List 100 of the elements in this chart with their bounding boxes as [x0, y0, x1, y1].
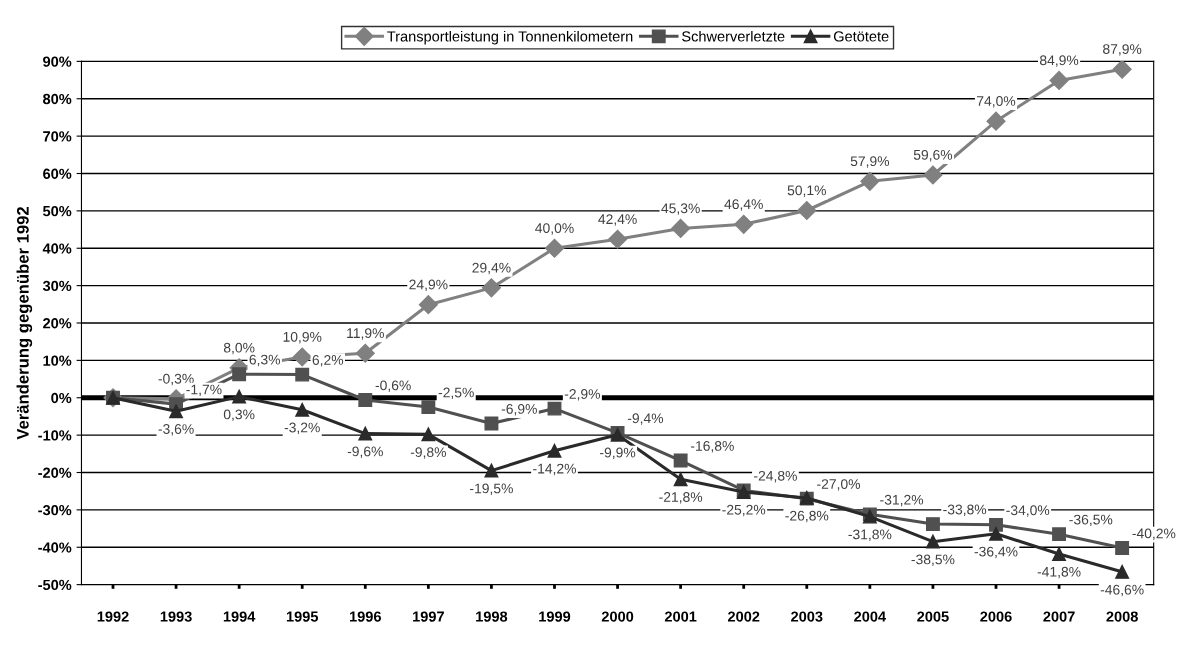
- data-label: -3,6%: [158, 424, 194, 436]
- data-label: 59,6%: [913, 149, 953, 162]
- y-tick-label: -10%: [38, 430, 72, 441]
- data-label: -19,5%: [470, 483, 513, 495]
- point: [734, 214, 754, 234]
- data-label: -36,5%: [1069, 514, 1113, 527]
- y-tick-label: -40%: [38, 542, 72, 553]
- y-axis-title: Veränderung gegenüber 1992: [16, 206, 33, 440]
- data-label: -24,8%: [754, 470, 797, 483]
- data-label: 40,0%: [535, 223, 574, 235]
- point: [295, 367, 310, 382]
- data-label: -27,0%: [817, 479, 861, 491]
- x-tick-label: 1998: [476, 611, 508, 622]
- y-tick-label: -50%: [38, 579, 72, 591]
- point: [797, 200, 817, 221]
- point: [1052, 547, 1067, 561]
- data-label: 6,2%: [312, 355, 344, 367]
- data-label: -2,5%: [438, 387, 474, 400]
- data-label: 11,9%: [347, 328, 384, 340]
- data-label: 57,9%: [850, 156, 890, 168]
- y-tick-label: 70%: [43, 131, 72, 142]
- x-tick-label: 2003: [791, 611, 823, 622]
- y-tick-label: -30%: [38, 504, 72, 516]
- point: [925, 517, 940, 532]
- x-tick-label: 2005: [917, 611, 949, 622]
- point: [671, 218, 691, 238]
- x-tick-label: 2007: [1043, 611, 1075, 622]
- data-label: 24,9%: [409, 279, 448, 292]
- data-label: 45,3%: [661, 203, 700, 215]
- y-tick-label: 90%: [43, 56, 72, 67]
- data-label: -31,2%: [880, 494, 924, 507]
- data-label: -14,2%: [533, 463, 577, 476]
- point: [673, 453, 688, 468]
- data-label: 29,4%: [472, 262, 511, 275]
- data-label: -36,4%: [974, 546, 1018, 559]
- x-tick-label: 2006: [980, 611, 1012, 622]
- data-label: -0,3%: [158, 373, 194, 386]
- point: [358, 393, 373, 407]
- point: [673, 472, 688, 487]
- y-tick-label: 0%: [51, 392, 72, 404]
- data-label: -6,9%: [501, 404, 537, 416]
- point: [421, 400, 436, 415]
- point: [989, 526, 1003, 541]
- point: [986, 111, 1006, 131]
- x-tick-label: 1994: [223, 611, 256, 622]
- y-tick-label: 30%: [42, 280, 72, 292]
- point: [169, 404, 184, 419]
- data-label: 84,9%: [1039, 55, 1079, 67]
- point: [925, 534, 940, 549]
- data-label: 87,9%: [1103, 44, 1142, 56]
- x-tick-label: 2001: [664, 611, 697, 622]
- data-label: -34,0%: [1006, 505, 1050, 517]
- data-label: 6,3%: [249, 354, 281, 367]
- data-label: -46,6%: [1100, 584, 1144, 597]
- point: [418, 295, 438, 315]
- data-label: -33,8%: [943, 504, 987, 517]
- x-tick-label: 2004: [854, 611, 886, 622]
- x-tick-label: 1996: [349, 611, 381, 622]
- point: [295, 402, 310, 417]
- y-tick-label: 60%: [43, 168, 72, 179]
- data-label: -26,8%: [785, 510, 829, 523]
- data-label: 10,9%: [283, 331, 322, 344]
- y-tick-label: 40%: [42, 243, 72, 254]
- data-label: -9,9%: [600, 447, 636, 460]
- point: [547, 401, 562, 416]
- point: [355, 343, 375, 363]
- point: [481, 278, 501, 298]
- point: [1115, 541, 1130, 555]
- data-label: -40,2%: [1132, 528, 1176, 540]
- data-label: 74,0%: [977, 96, 1016, 108]
- point: [1112, 61, 1132, 79]
- data-label: -9,8%: [410, 447, 446, 459]
- data-label: -9,4%: [627, 413, 664, 425]
- point: [608, 229, 628, 249]
- x-tick-label: 1997: [413, 611, 444, 622]
- x-tick-label: 2000: [601, 611, 634, 622]
- x-tick-label: 1999: [539, 611, 571, 622]
- point: [923, 165, 943, 185]
- data-label: -2,9%: [564, 389, 601, 401]
- data-label: -31,8%: [848, 529, 892, 541]
- data-label: -25,2%: [722, 504, 766, 517]
- data-label: 46,4%: [724, 199, 763, 211]
- point: [484, 463, 499, 478]
- data-label: 42,4%: [598, 214, 637, 226]
- data-label: -41,8%: [1037, 566, 1081, 579]
- point: [1115, 564, 1130, 579]
- x-tick-label: 1992: [97, 611, 129, 622]
- y-tick-label: 20%: [43, 318, 72, 329]
- y-tick-label: -20%: [38, 467, 72, 478]
- point: [421, 427, 436, 442]
- point: [544, 238, 565, 258]
- data-label: -38,5%: [911, 554, 955, 566]
- point: [358, 426, 373, 441]
- data-label: -3,2%: [284, 422, 320, 435]
- data-label: 50,1%: [787, 185, 826, 197]
- x-tick-label: 2002: [728, 611, 760, 622]
- legend-label: Transportleistung in Tonnenkilometern: [387, 30, 633, 45]
- x-tick-label: 1995: [286, 611, 319, 622]
- point: [1049, 70, 1069, 90]
- point: [484, 416, 499, 431]
